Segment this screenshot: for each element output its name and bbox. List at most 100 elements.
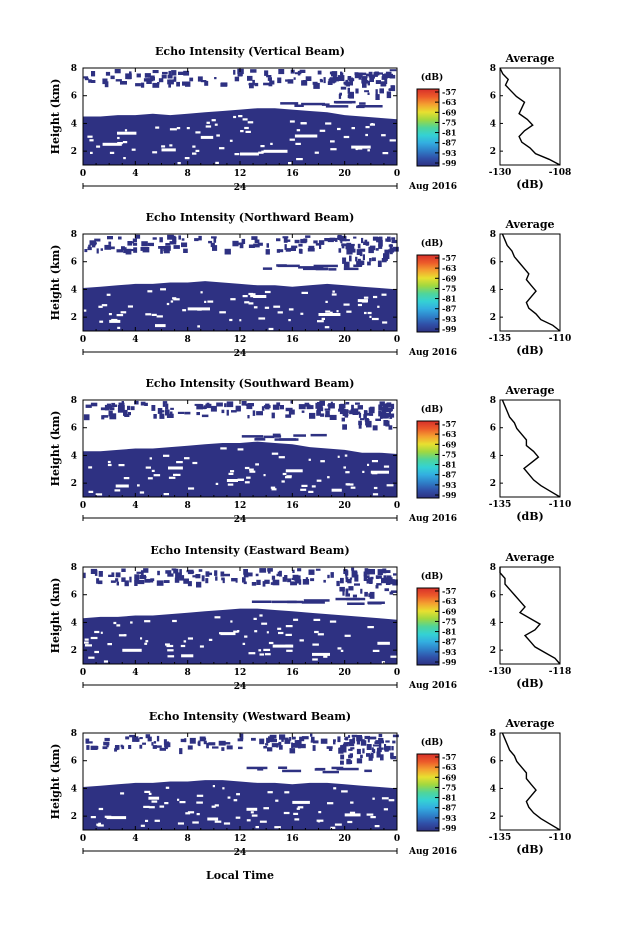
echo-speckle bbox=[208, 240, 213, 244]
echo-layer bbox=[322, 770, 339, 774]
echo-speckle bbox=[238, 746, 243, 750]
echo-speckle bbox=[363, 414, 367, 419]
echo-speckle bbox=[356, 249, 362, 255]
echo-speckle bbox=[359, 418, 365, 421]
band-speckle bbox=[268, 641, 274, 645]
echo-speckle bbox=[201, 414, 209, 418]
x-tick-label: 20 bbox=[338, 169, 351, 179]
band-speckle bbox=[94, 630, 100, 634]
echo-speckle bbox=[372, 744, 380, 747]
band-gap bbox=[161, 148, 176, 152]
band-speckle bbox=[90, 636, 98, 640]
echo-speckle bbox=[248, 244, 255, 248]
echo-speckle bbox=[390, 403, 395, 410]
avg-y-tick-label: 2 bbox=[490, 313, 496, 323]
echo-speckle bbox=[250, 69, 257, 73]
echo-speckle bbox=[319, 244, 322, 249]
echo-speckle bbox=[360, 588, 363, 594]
band-speckle bbox=[285, 633, 292, 636]
echo-speckle bbox=[267, 77, 272, 81]
avg-y-tick-label: 8 bbox=[490, 396, 496, 406]
echo-speckle bbox=[238, 73, 243, 76]
echo-speckle bbox=[339, 408, 346, 415]
y-tick-label: 8 bbox=[71, 563, 77, 573]
echo-speckle bbox=[358, 420, 362, 426]
echo-speckle bbox=[165, 570, 172, 574]
band-speckle bbox=[300, 122, 307, 125]
echo-speckle bbox=[167, 234, 174, 240]
echo-speckle bbox=[358, 260, 363, 267]
echo-speckle bbox=[281, 739, 284, 742]
band-speckle bbox=[227, 483, 234, 486]
band-speckle bbox=[173, 473, 177, 476]
echo-speckle bbox=[246, 572, 253, 577]
band-speckle bbox=[351, 127, 355, 130]
colorbar-tick-label: -87 bbox=[442, 637, 456, 647]
echo-speckle bbox=[267, 747, 273, 752]
y-tick-label: 6 bbox=[71, 591, 77, 601]
echo-speckle bbox=[381, 409, 384, 414]
colorbar-tick-label: -57 bbox=[442, 419, 456, 429]
echo-speckle bbox=[390, 590, 397, 593]
echo-speckle bbox=[104, 404, 110, 411]
echo-speckle bbox=[214, 570, 218, 576]
band-speckle bbox=[381, 661, 385, 664]
band-speckle bbox=[206, 121, 210, 124]
band-speckle bbox=[214, 123, 218, 126]
band-speckle bbox=[145, 640, 149, 643]
avg-x-tick-label: -110 bbox=[549, 334, 572, 344]
echo-speckle bbox=[344, 81, 349, 86]
heatmap-panel bbox=[83, 68, 397, 165]
colorbar-tick-label: -93 bbox=[442, 813, 457, 823]
band-speckle bbox=[330, 140, 335, 143]
echo-speckle bbox=[388, 244, 393, 247]
echo-speckle bbox=[104, 244, 112, 250]
band-speckle bbox=[84, 641, 89, 644]
echo-speckle bbox=[345, 593, 350, 597]
echo-layer bbox=[313, 264, 338, 268]
echo-speckle bbox=[329, 414, 337, 420]
echo-speckle bbox=[297, 568, 302, 572]
echo-speckle bbox=[202, 406, 207, 409]
echo-speckle bbox=[298, 248, 302, 254]
echo-speckle bbox=[363, 413, 371, 416]
echo-speckle bbox=[195, 574, 201, 579]
echo-speckle bbox=[276, 249, 280, 253]
band-speckle bbox=[153, 474, 161, 477]
echo-speckle bbox=[94, 238, 101, 242]
echo-speckle bbox=[365, 419, 370, 426]
echo-layer bbox=[359, 102, 366, 105]
x-tick-label: 16 bbox=[286, 501, 299, 511]
band-speckle bbox=[390, 655, 397, 658]
echo-speckle bbox=[338, 248, 342, 253]
band-speckle bbox=[88, 466, 93, 469]
band-speckle bbox=[362, 470, 365, 473]
band-speckle bbox=[288, 319, 291, 322]
echo-speckle bbox=[130, 406, 135, 411]
band-speckle bbox=[301, 291, 308, 294]
echo-speckle bbox=[388, 410, 391, 417]
band-speckle bbox=[273, 305, 281, 308]
echo-speckle bbox=[180, 738, 187, 743]
band-speckle bbox=[271, 488, 277, 491]
band-speckle bbox=[124, 129, 128, 132]
echo-speckle bbox=[345, 575, 348, 579]
band-speckle bbox=[187, 811, 195, 814]
echo-speckle bbox=[291, 736, 296, 740]
echo-speckle bbox=[254, 239, 260, 244]
band-speckle bbox=[371, 317, 379, 321]
band-speckle bbox=[381, 797, 389, 800]
avg-x-tick-label: -130 bbox=[489, 667, 512, 677]
echo-speckle bbox=[363, 575, 368, 581]
echo-speckle bbox=[389, 69, 397, 72]
echo-speckle bbox=[381, 406, 388, 410]
band-gap bbox=[122, 648, 142, 652]
echo-speckle bbox=[176, 81, 180, 87]
echo-speckle bbox=[86, 745, 90, 750]
band-speckle bbox=[230, 470, 235, 473]
echo-speckle bbox=[364, 735, 370, 740]
date-month-label: Aug 2016 bbox=[408, 182, 457, 192]
echo-speckle bbox=[96, 578, 100, 584]
echo-speckle bbox=[152, 82, 160, 88]
echo-speckle bbox=[367, 737, 370, 743]
